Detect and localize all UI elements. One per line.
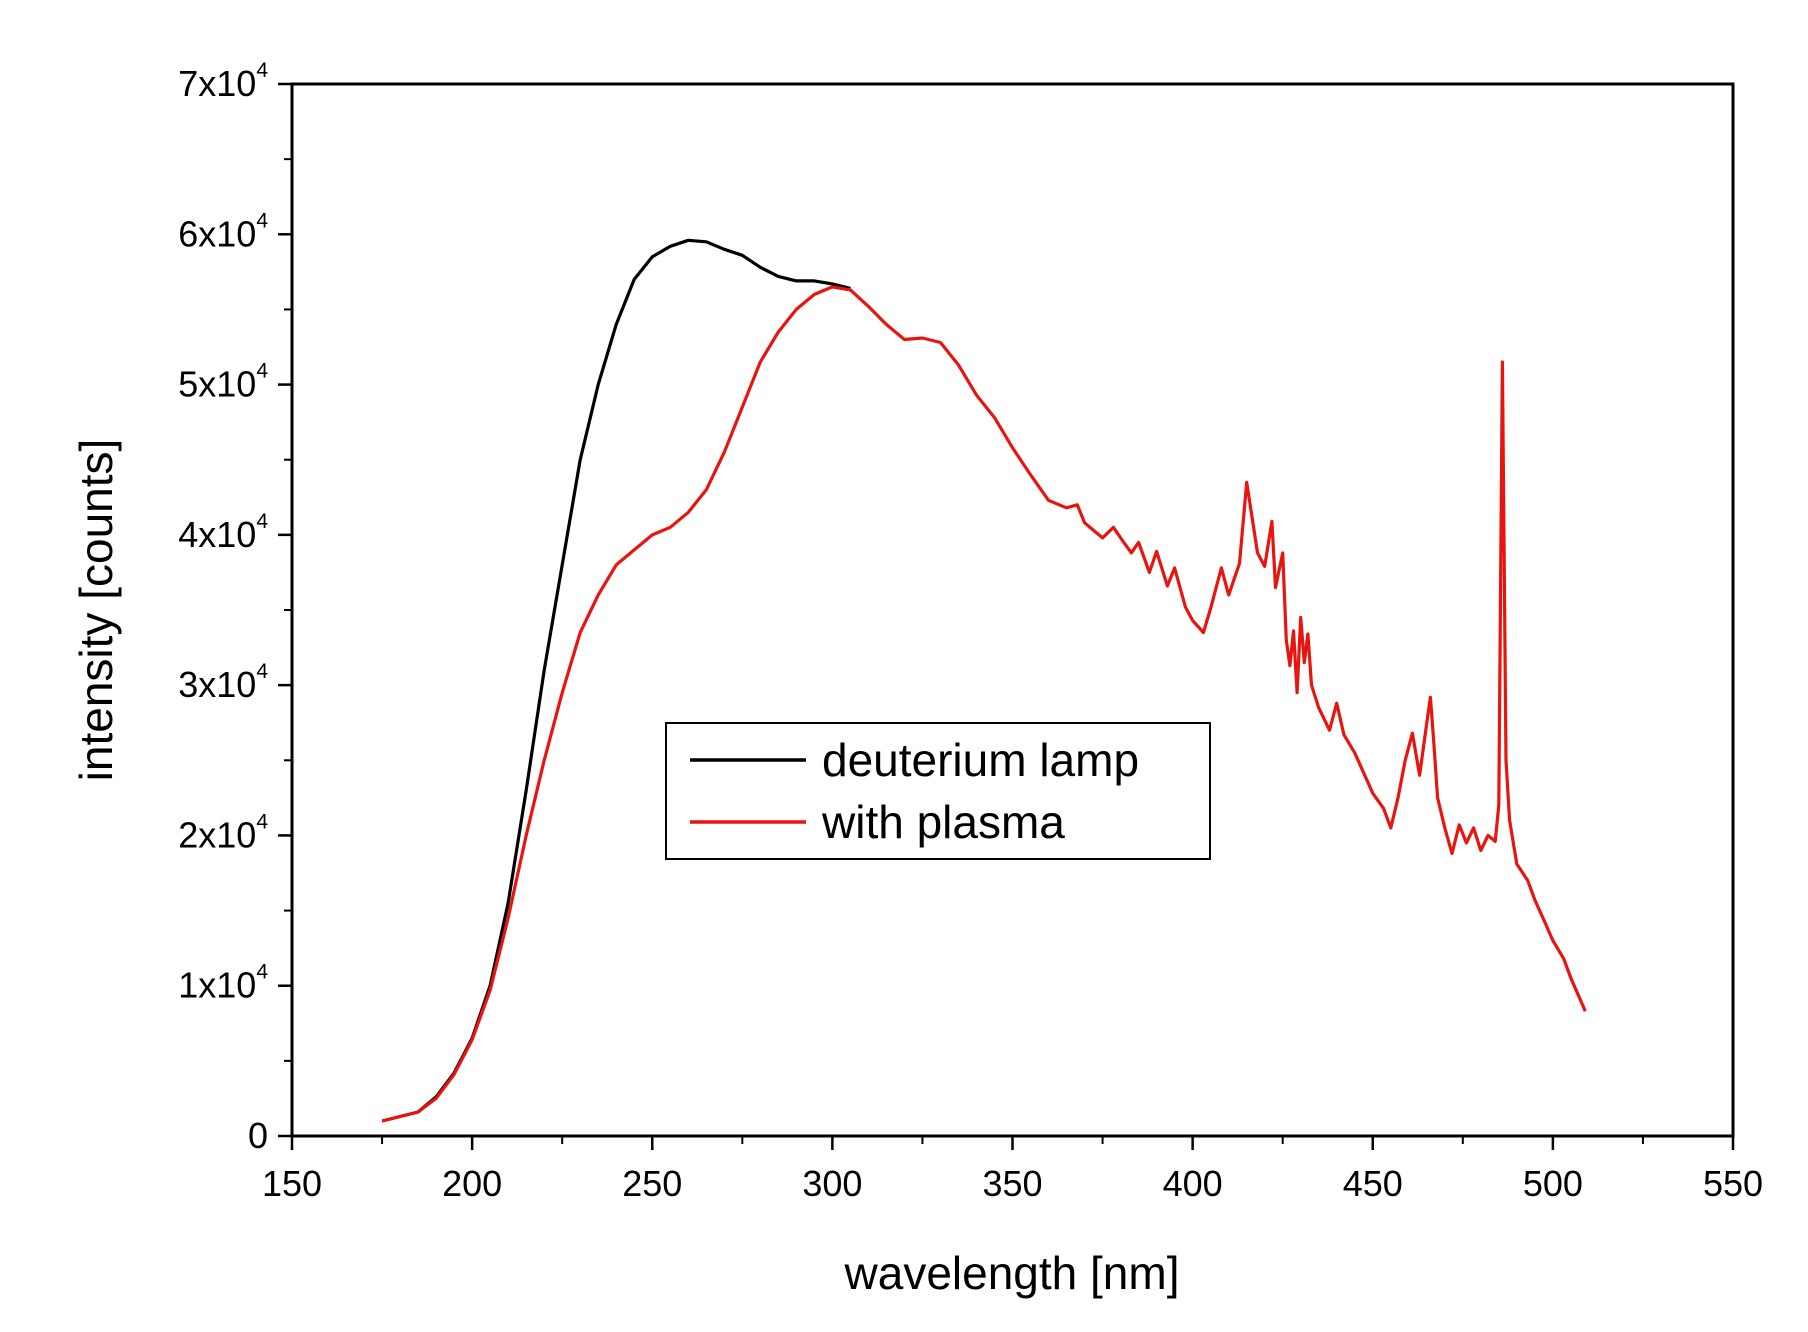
legend-label-deuterium-lamp: deuterium lamp <box>822 734 1139 786</box>
legend: deuterium lamp with plasma <box>665 722 1211 860</box>
x-tick-label: 200 <box>442 1163 502 1204</box>
x-tick-label: 450 <box>1343 1163 1403 1204</box>
series-line-with-plasma <box>381 285 1587 1123</box>
x-tick-label: 500 <box>1523 1163 1583 1204</box>
legend-box <box>665 722 1211 860</box>
series-group <box>381 238 1587 1123</box>
legend-label-with-plasma: with plasma <box>821 796 1065 848</box>
x-tick-label: 250 <box>622 1163 682 1204</box>
y-tick-label: 3x104 <box>178 660 268 705</box>
x-tick-label: 400 <box>1163 1163 1223 1204</box>
x-tick-label: 550 <box>1703 1163 1763 1204</box>
x-tick-label: 350 <box>982 1163 1042 1204</box>
y-tick-label: 6x104 <box>178 209 268 254</box>
y-axis-title: intensity [counts] <box>70 439 122 782</box>
x-tick-label: 150 <box>262 1163 322 1204</box>
x-axis: 150 200 250 300 350 400 450 500 550 <box>262 1136 1763 1204</box>
x-axis-title: wavelength [nm] <box>844 1247 1180 1299</box>
y-tick-label: 1x104 <box>178 961 268 1006</box>
x-tick-label: 300 <box>802 1163 862 1204</box>
y-tick-label: 0 <box>248 1115 268 1156</box>
y-tick-label: 2x104 <box>178 810 268 855</box>
y-axis: 0 1x104 2x104 3x104 4x104 5x104 6x104 7x104 <box>178 59 292 1156</box>
y-tick-label: 7x104 <box>178 59 268 104</box>
y-tick-label: 4x104 <box>178 510 268 555</box>
y-tick-label: 5x104 <box>178 360 268 405</box>
